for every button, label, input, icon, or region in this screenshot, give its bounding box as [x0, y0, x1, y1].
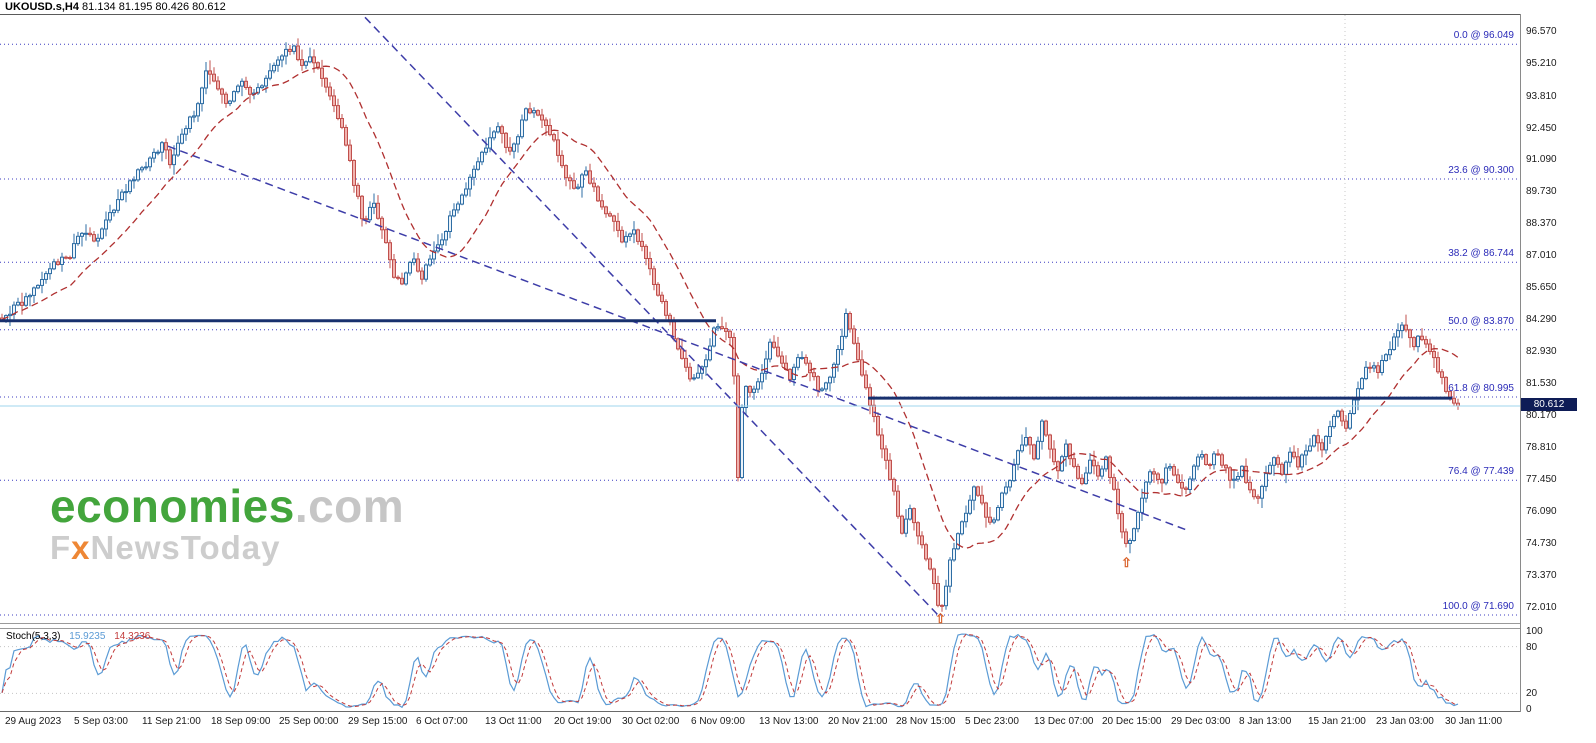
time-label: 6 Nov 09:00 — [691, 716, 745, 727]
price-tick: 92.450 — [1526, 122, 1557, 134]
price-tick: 91.090 — [1526, 154, 1557, 166]
time-label: 20 Dec 15:00 — [1102, 716, 1162, 727]
time-label: 23 Jan 03:00 — [1376, 716, 1434, 727]
price-tick: 96.570 — [1526, 26, 1557, 38]
price-tick: 81.530 — [1526, 378, 1557, 390]
current-price-badge: 80.612 — [1521, 397, 1577, 411]
time-label: 5 Dec 23:00 — [965, 716, 1019, 727]
fib-label: 0.0 @ 96.049 — [1453, 30, 1514, 42]
fib-label: 50.0 @ 83.870 — [1448, 315, 1514, 327]
time-label: 13 Dec 07:00 — [1034, 716, 1094, 727]
price-tick: 76.090 — [1526, 505, 1557, 517]
price-tick: 84.290 — [1526, 313, 1557, 325]
time-axis[interactable]: 29 Aug 2023 5 Sep 03:00 11 Sep 21:00 18 Sep… — [0, 713, 1520, 737]
time-label: 13 Nov 13:00 — [759, 716, 819, 727]
symbol-info: UKOUSD.s,H4 81.134 81.195 80.426 80.612 — [5, 1, 226, 13]
watermark-tagline: FxNewsToday — [50, 528, 281, 566]
time-label: 30 Oct 02:00 — [622, 716, 680, 727]
stoch-name: Stoch(5,3,3) — [6, 631, 61, 642]
time-label: 30 Jan 11:00 — [1445, 716, 1503, 727]
stochastic-canvas[interactable] — [0, 629, 1520, 711]
time-label: 6 Oct 07:00 — [416, 716, 468, 727]
time-label: 8 Jan 13:00 — [1239, 716, 1292, 727]
stoch-axis-tick: 20 — [1526, 688, 1538, 700]
time-label: 29 Sep 15:00 — [348, 716, 408, 727]
fib-label: 23.6 @ 90.300 — [1448, 165, 1514, 176]
price-tick: 89.730 — [1526, 186, 1557, 198]
time-label: 13 Oct 11:00 — [485, 716, 542, 727]
watermark-brand: economies.com — [50, 480, 405, 532]
symbol-timeframe-label: UKOUSD.s,H4 — [5, 1, 79, 13]
price-tick: 74.730 — [1526, 537, 1557, 549]
stoch-k-value: 15.9235 — [69, 631, 106, 642]
time-label: 11 Sep 21:00 — [142, 716, 201, 727]
price-tick: 88.370 — [1526, 218, 1557, 230]
price-tick: 93.810 — [1526, 90, 1557, 102]
fib-label: 100.0 @ 71.690 — [1442, 601, 1514, 613]
time-label: 20 Nov 21:00 — [828, 716, 888, 727]
axis-separator — [1520, 14, 1521, 712]
time-label: 5 Sep 03:00 — [74, 716, 128, 727]
time-label: 29 Aug 2023 — [5, 716, 62, 727]
time-label: 28 Nov 15:00 — [896, 716, 956, 727]
ohlc-values: 81.134 81.195 80.426 80.612 — [82, 1, 226, 13]
time-label: 25 Sep 00:00 — [279, 716, 339, 727]
time-label: 18 Sep 09:00 — [211, 716, 271, 727]
price-tick: 82.930 — [1526, 345, 1557, 357]
stochastic-panel[interactable]: Stoch(5,3,3) 15.9235 14.3236 — [0, 628, 1520, 712]
time-label: 20 Oct 19:00 — [554, 716, 612, 727]
price-tick: 80.170 — [1526, 410, 1557, 422]
price-tick: 87.010 — [1526, 250, 1557, 262]
price-axis[interactable]: 80.612 96.570 95.210 93.810 92.450 91.090 89.… — [1520, 14, 1596, 715]
price-tick: 72.010 — [1526, 601, 1557, 613]
price-tick: 73.370 — [1526, 569, 1557, 581]
price-chart-area[interactable] — [0, 14, 1520, 624]
stoch-axis-tick: 100 — [1526, 626, 1543, 637]
stoch-axis-tick: 80 — [1526, 641, 1538, 653]
stochastic-indicator-label: Stoch(5,3,3) 15.9235 14.3236 — [6, 631, 150, 642]
price-tick: 85.650 — [1526, 281, 1557, 293]
fib-label: 61.8 @ 80.995 — [1448, 383, 1514, 395]
price-tick: 78.810 — [1526, 442, 1557, 454]
price-tick: 95.210 — [1526, 57, 1557, 69]
time-label: 15 Jan 21:00 — [1308, 716, 1366, 727]
time-label: 29 Dec 03:00 — [1171, 716, 1231, 727]
stoch-d-value: 14.3236 — [114, 631, 151, 642]
price-chart-canvas[interactable] — [0, 15, 1520, 623]
watermark: economies.com FxNewsToday — [50, 480, 405, 566]
stoch-axis-tick: 0 — [1526, 704, 1532, 715]
fib-label: 38.2 @ 86.744 — [1448, 248, 1514, 260]
fib-label: 76.4 @ 77.439 — [1448, 466, 1514, 478]
price-tick: 77.450 — [1526, 474, 1557, 486]
buy-arrow-icon: ⇧ — [1121, 555, 1132, 571]
buy-arrow-icon: ⇧ — [935, 611, 946, 627]
